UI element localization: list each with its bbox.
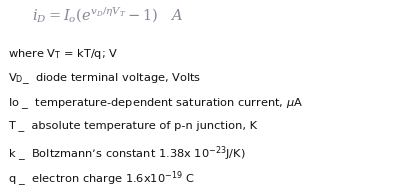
Text: $\eta$   = empirical constant, 1 for Ge and 2 for Si: $\eta$ = empirical constant, 1 for Ge an… xyxy=(8,194,283,196)
Text: $\mathrm{V_D}$_  diode terminal voltage, Volts: $\mathrm{V_D}$_ diode terminal voltage, … xyxy=(8,72,201,86)
Text: q _  electron charge 1.6x10$^{-19}$ C: q _ electron charge 1.6x10$^{-19}$ C xyxy=(8,170,194,189)
Text: Io _  temperature-dependent saturation current, $\mu$A: Io _ temperature-dependent saturation cu… xyxy=(8,96,303,111)
Text: $i_D = I_o(e^{v_D/\eta V_T} - 1)$   A: $i_D = I_o(e^{v_D/\eta V_T} - 1)$ A xyxy=(32,6,183,25)
Text: where $\mathrm{V_T}$ = kT/q; V: where $\mathrm{V_T}$ = kT/q; V xyxy=(8,47,118,61)
Text: T _  absolute temperature of p-n junction, K: T _ absolute temperature of p-n junction… xyxy=(8,121,257,132)
Text: k _  Boltzmann’s constant 1.38x 10$^{-23}$J/K): k _ Boltzmann’s constant 1.38x 10$^{-23}… xyxy=(8,145,246,164)
